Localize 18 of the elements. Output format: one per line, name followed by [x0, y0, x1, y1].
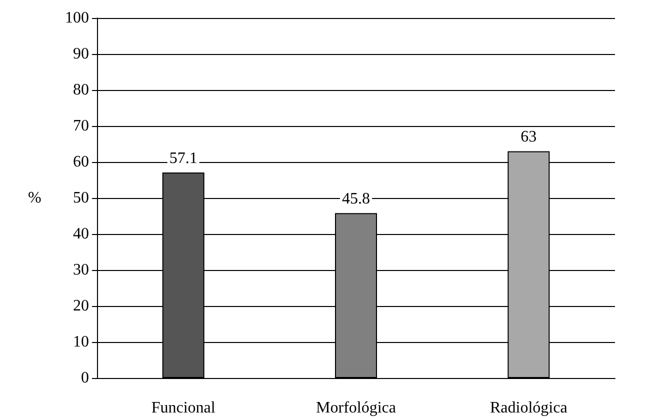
- y-tick-label: 20: [73, 298, 89, 314]
- y-tick-label: 60: [73, 154, 89, 170]
- y-tick-label: 70: [73, 118, 89, 134]
- y-tick-label: 0: [81, 370, 89, 386]
- y-tick-label: 90: [73, 46, 89, 62]
- x-tick-label: Morfológica: [316, 400, 396, 416]
- x-tick-label: Radiológica: [490, 400, 568, 416]
- x-tick-label: Funcional: [151, 400, 216, 416]
- y-tick-label: 30: [73, 262, 89, 278]
- y-tick-label: 100: [65, 10, 89, 26]
- data-label: 45.8: [342, 190, 370, 208]
- data-label: 63: [520, 128, 537, 146]
- y-tick-label: 10: [73, 334, 89, 350]
- y-tick-label: 80: [73, 82, 89, 98]
- y-tick-label: 40: [73, 226, 89, 242]
- data-label: 57.1: [169, 150, 198, 167]
- y-tick-label: 50: [73, 190, 89, 206]
- y-axis-title: %: [28, 190, 42, 206]
